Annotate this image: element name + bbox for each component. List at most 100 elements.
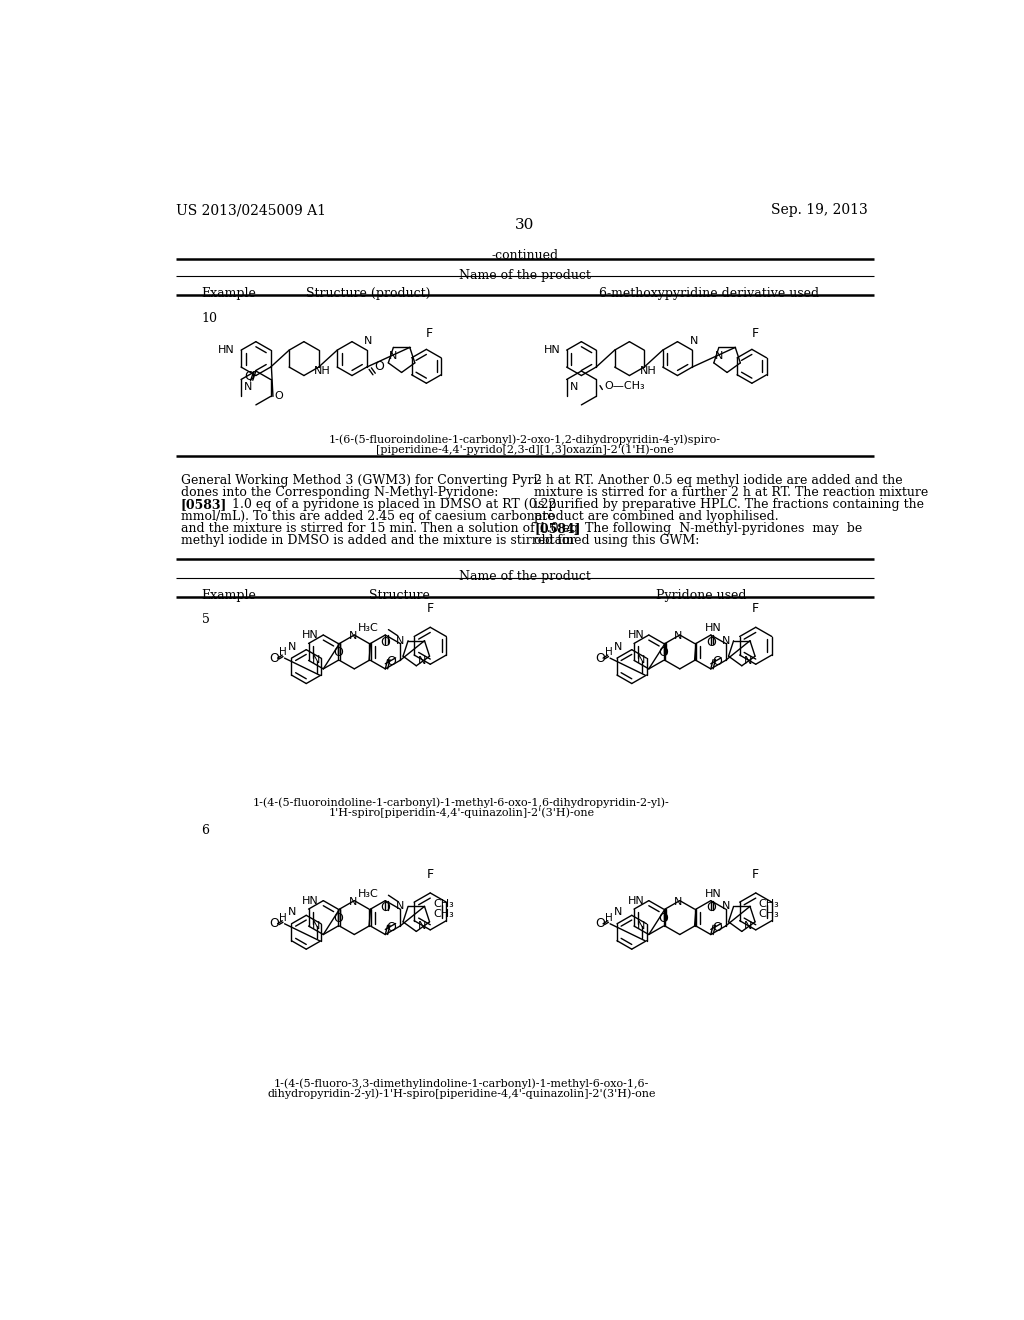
Text: and the mixture is stirred for 15 min. Then a solution of 1.0 eq: and the mixture is stirred for 15 min. T…: [180, 521, 578, 535]
Text: mixture is stirred for a further 2 h at RT. The reaction mixture: mixture is stirred for a further 2 h at …: [535, 486, 929, 499]
Text: F: F: [427, 602, 434, 615]
Text: F: F: [427, 867, 434, 880]
Text: 1-(4-(5-fluoro-3,3-dimethylindoline-1-carbonyl)-1-methyl-6-oxo-1,6-: 1-(4-(5-fluoro-3,3-dimethylindoline-1-ca…: [273, 1078, 649, 1089]
Text: 10: 10: [202, 313, 218, 326]
Text: H₃C: H₃C: [357, 888, 378, 899]
Text: H: H: [604, 647, 612, 657]
Text: N: N: [396, 902, 404, 911]
Text: dones into the Corresponding N-Methyl-Pyridone:: dones into the Corresponding N-Methyl-Py…: [180, 486, 498, 499]
Text: dihydropyridin-2-yl)-1'H-spiro[piperidine-4,4'-quinazolin]-2'(3'H)-one: dihydropyridin-2-yl)-1'H-spiro[piperidin…: [267, 1089, 655, 1100]
Text: H₃C: H₃C: [357, 623, 378, 634]
Text: F: F: [753, 867, 760, 880]
Text: O: O: [387, 655, 396, 668]
Text: methyl iodide in DMSO is added and the mixture is stirred for: methyl iodide in DMSO is added and the m…: [180, 533, 575, 546]
Text: 1'H-spiro[piperidin-4,4'-quinazolin]-2'(3'H)-one: 1'H-spiro[piperidin-4,4'-quinazolin]-2'(…: [328, 808, 594, 818]
Text: obtained using this GWM:: obtained using this GWM:: [535, 533, 699, 546]
Text: N: N: [613, 642, 622, 652]
Text: CH₃: CH₃: [759, 908, 779, 919]
Text: N: N: [288, 907, 297, 917]
Text: O: O: [380, 636, 390, 649]
Text: N: N: [674, 631, 682, 642]
Text: N: N: [311, 921, 321, 931]
Text: 2 h at RT. Another 0.5 eq methyl iodide are added and the: 2 h at RT. Another 0.5 eq methyl iodide …: [535, 474, 903, 487]
Text: O: O: [595, 917, 604, 931]
Text: H: H: [604, 912, 612, 923]
Text: product are combined and lyophilised.: product are combined and lyophilised.: [535, 510, 778, 523]
Text: N: N: [674, 896, 682, 907]
Text: The following  N-methyl-pyridones  may  be: The following N-methyl-pyridones may be: [569, 521, 862, 535]
Text: N: N: [288, 642, 297, 652]
Text: H: H: [280, 647, 287, 657]
Text: Name of the product: Name of the product: [459, 570, 591, 582]
Text: HN: HN: [302, 896, 318, 906]
Text: General Working Method 3 (GWM3) for Converting Pyri-: General Working Method 3 (GWM3) for Conv…: [180, 474, 542, 487]
Text: N: N: [311, 656, 321, 665]
Text: N: N: [715, 351, 723, 362]
Text: N: N: [613, 907, 622, 917]
Text: N: N: [365, 335, 373, 346]
Text: US 2013/0245009 A1: US 2013/0245009 A1: [176, 203, 326, 216]
Text: HN: HN: [218, 345, 234, 355]
Text: NH: NH: [640, 366, 656, 376]
Text: Sep. 19, 2013: Sep. 19, 2013: [771, 203, 868, 216]
Text: CH₃: CH₃: [759, 899, 779, 908]
Text: N: N: [348, 631, 357, 642]
Text: is purified by preparative HPLC. The fractions containing the: is purified by preparative HPLC. The fra…: [535, 498, 924, 511]
Text: O: O: [658, 645, 669, 659]
Text: H: H: [280, 912, 287, 923]
Text: N: N: [743, 656, 752, 665]
Text: N: N: [743, 921, 752, 932]
Text: O: O: [269, 652, 280, 665]
Text: Structure (product): Structure (product): [306, 286, 430, 300]
Text: CH₃: CH₃: [433, 899, 454, 908]
Text: mmol/mL). To this are added 2.45 eq of caesium carbonate: mmol/mL). To this are added 2.45 eq of c…: [180, 510, 554, 523]
Text: Pyridone used: Pyridone used: [656, 589, 746, 602]
Text: CH₃: CH₃: [433, 908, 454, 919]
Text: N: N: [418, 921, 426, 932]
Text: O: O: [712, 920, 722, 933]
Text: -continued: -continued: [492, 249, 558, 263]
Text: NH: NH: [314, 366, 331, 376]
Text: N: N: [637, 656, 645, 665]
Text: O: O: [333, 912, 343, 924]
Text: [piperidine-4,4'-pyrido[2,3-d][1,3]oxazin]-2'(1'H)-one: [piperidine-4,4'-pyrido[2,3-d][1,3]oxazi…: [376, 444, 674, 454]
Text: F: F: [753, 602, 760, 615]
Text: 1-(6-(5-fluoroindoline-1-carbonyl)-2-oxo-1,2-dihydropyridin-4-yl)spiro-: 1-(6-(5-fluoroindoline-1-carbonyl)-2-oxo…: [329, 434, 721, 445]
Text: HN: HN: [544, 345, 560, 355]
Text: Example: Example: [202, 286, 256, 300]
Text: F: F: [426, 327, 433, 341]
Text: 6: 6: [202, 825, 210, 837]
Text: [0584]: [0584]: [535, 521, 581, 535]
Text: N: N: [389, 351, 397, 362]
Text: Name of the product: Name of the product: [459, 268, 591, 281]
Text: O—CH₃: O—CH₃: [604, 381, 644, 391]
Text: N: N: [721, 636, 730, 645]
Text: O: O: [387, 920, 396, 933]
Text: 1.0 eq of a pyridone is placed in DMSO at RT (0.22: 1.0 eq of a pyridone is placed in DMSO a…: [216, 498, 556, 511]
Text: O: O: [245, 370, 255, 383]
Text: HN: HN: [705, 623, 722, 634]
Text: N: N: [396, 636, 404, 645]
Text: F: F: [752, 327, 759, 341]
Text: N: N: [569, 381, 579, 392]
Text: HN: HN: [628, 896, 644, 906]
Text: 6-methoxypyridine derivative used: 6-methoxypyridine derivative used: [599, 286, 819, 300]
Text: 30: 30: [515, 218, 535, 232]
Text: O: O: [380, 902, 390, 915]
Text: Structure: Structure: [369, 589, 430, 602]
Text: O: O: [274, 392, 284, 401]
Text: 5: 5: [202, 612, 210, 626]
Text: O: O: [706, 902, 716, 915]
Text: N: N: [689, 335, 698, 346]
Text: HN: HN: [302, 630, 318, 640]
Text: O: O: [658, 912, 669, 924]
Text: 1-(4-(5-fluoroindoline-1-carbonyl)-1-methyl-6-oxo-1,6-dihydropyridin-2-yl)-: 1-(4-(5-fluoroindoline-1-carbonyl)-1-met…: [253, 797, 670, 808]
Text: N: N: [245, 381, 253, 392]
Text: O: O: [333, 645, 343, 659]
Text: Example: Example: [202, 589, 256, 602]
Text: O: O: [595, 652, 604, 665]
Text: HN: HN: [705, 888, 722, 899]
Text: [0583]: [0583]: [180, 498, 227, 511]
Text: N: N: [721, 902, 730, 911]
Text: O: O: [269, 917, 280, 931]
